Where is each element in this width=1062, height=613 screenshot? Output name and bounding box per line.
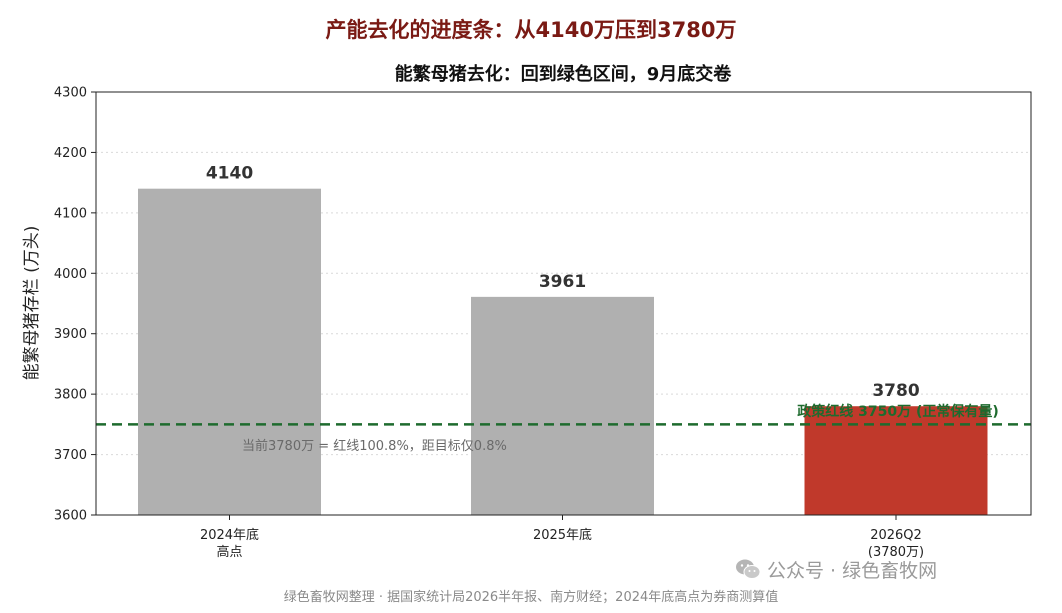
y-tick-label: 4300 <box>54 86 87 101</box>
y-tick-label: 3900 <box>54 327 87 342</box>
watermark-text: 公众号 · 绿色畜牧网 <box>767 560 938 582</box>
figure-supertitle: 产能去化的进度条：从4140万压到3780万 <box>325 18 737 42</box>
axes: 3600 3700 3800 3900 4000 4100 4200 4300 2024年底高点… <box>54 86 1032 560</box>
y-tick-label: 3800 <box>54 388 87 403</box>
x-tick-label: (3780万) <box>868 545 924 560</box>
x-tick-label: 高点 <box>216 544 242 560</box>
y-tick-label: 4000 <box>54 267 87 282</box>
y-tick-label: 4200 <box>54 146 87 161</box>
x-tick-label: 2024年底 <box>200 527 259 543</box>
bar <box>138 188 321 515</box>
bars: 4140 3961 3780 <box>138 164 988 515</box>
reference-line-label: 政策红线 3750万 (正常保有量) <box>797 403 999 420</box>
bar-value-label: 4140 <box>206 164 253 184</box>
watermark: 公众号 · 绿色畜牧网 <box>735 556 937 585</box>
y-axis-label: 能繁母猪存栏 (万头) <box>22 226 42 381</box>
annotation-text: 当前3780万 = 红线100.8%，距目标仅0.8% <box>242 438 507 454</box>
bar-value-label: 3780 <box>872 381 919 401</box>
chart-title: 能繁母猪去化：回到绿色区间，9月底交卷 <box>395 63 733 85</box>
y-tick-label: 4100 <box>54 206 87 221</box>
plot-frame <box>95 91 1032 516</box>
bar <box>804 406 988 515</box>
bar-value-label: 3961 <box>539 272 586 292</box>
x-tick-label: 2026Q2 <box>870 528 922 543</box>
y-tick-label: 3700 <box>54 448 87 463</box>
source-note: 绿色畜牧网整理 · 据国家统计局2026半年报、南方财经；2024年底高点为券商… <box>283 590 779 605</box>
x-tick-label: 2025年底 <box>533 527 592 543</box>
bar <box>471 296 654 515</box>
y-tick-label: 3600 <box>54 509 87 524</box>
wechat-logo-icon <box>735 558 761 585</box>
